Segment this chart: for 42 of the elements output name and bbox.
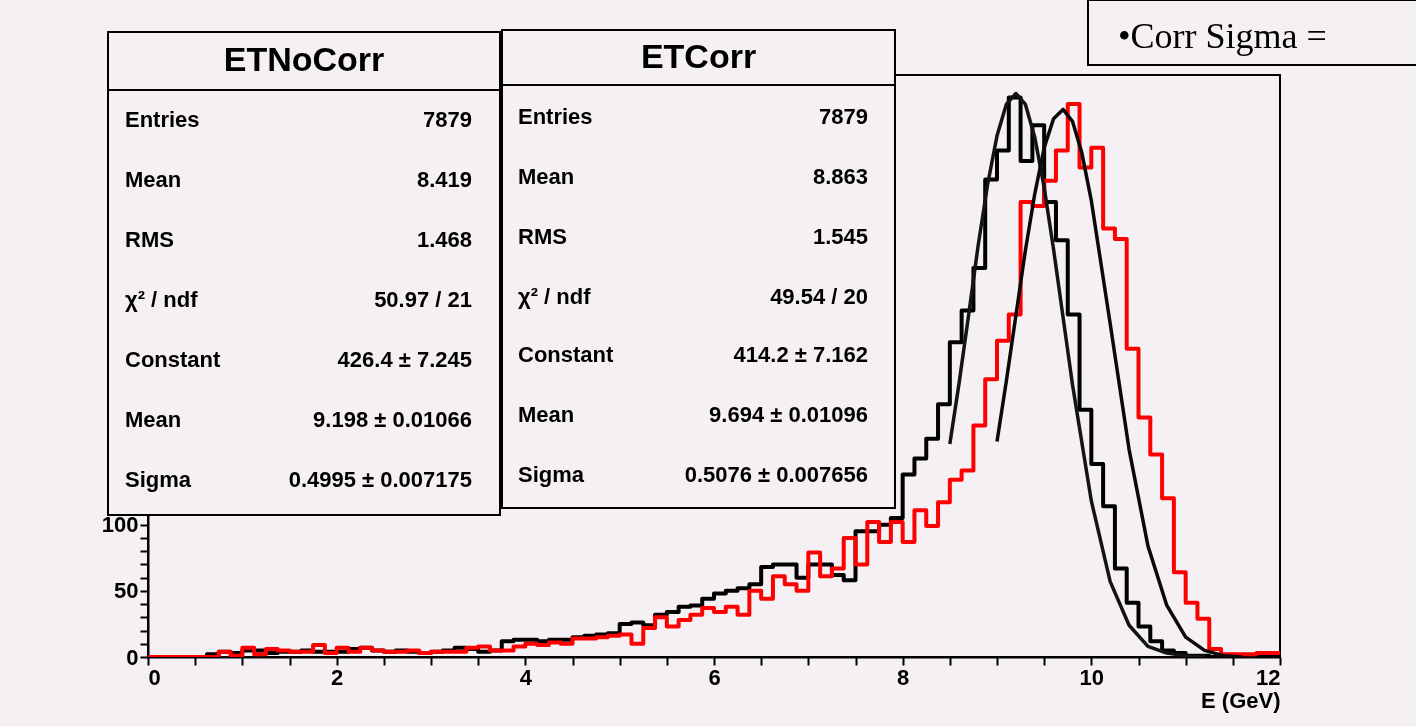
annotation: ETNoCorr [223,40,385,78]
x-tick-label: 4 [519,664,533,690]
annotation: 9.198 ± 0.01066 [313,407,472,432]
annotation: Constant [518,342,614,367]
annotation: 414.2 ± 7.162 [733,342,868,367]
y-tick-label: 0 [126,644,139,670]
annotation: 426.4 ± 7.245 [337,347,472,372]
annotation: 1.468 [416,227,472,252]
annotation: χ² / ndf [518,284,592,309]
text: •Corr Sigma = [1118,16,1327,56]
annotation: 49.54 / 20 [770,284,868,309]
annotation: 0.5076 ± 0.007656 [684,462,868,487]
annotation: Entries [125,107,200,132]
annotation: 9.694 ± 0.01096 [709,402,868,427]
annotation: RMS [125,227,174,252]
annotation: 7879 [423,107,472,132]
annotation: Mean [518,402,575,427]
annotation: Mean [518,164,575,189]
x-tick-label: 12 [1256,664,1281,690]
annotation: 50.97 / 21 [374,287,472,312]
x-tick-label: 8 [897,664,910,690]
annotation: Constant [125,347,221,372]
x-tick-label: 6 [708,664,721,690]
y-tick-label: 100 [101,512,139,538]
annotation: 8.419 [416,167,472,192]
annotation: 0.4995 ± 0.007175 [288,467,472,492]
annotation: Sigma [518,462,585,487]
annotation: Mean [125,167,182,192]
annotation: Sigma [125,467,192,492]
y-tick-label: 50 [114,578,139,604]
x-tick-label: 0 [148,664,161,690]
annotation: 8.863 [812,164,868,189]
annotation: RMS [518,224,567,249]
annotation: 7879 [819,104,868,129]
x-axis-title: E (GeV) [1201,687,1281,713]
annotation: Mean [125,407,182,432]
annotation: χ² / ndf [125,287,199,312]
x-tick-label: 10 [1079,664,1105,690]
text: ETCorr [640,36,757,75]
x-tick-label: 2 [331,664,344,690]
annotation: Entries [518,104,593,129]
annotation: 1.545 [812,224,868,249]
